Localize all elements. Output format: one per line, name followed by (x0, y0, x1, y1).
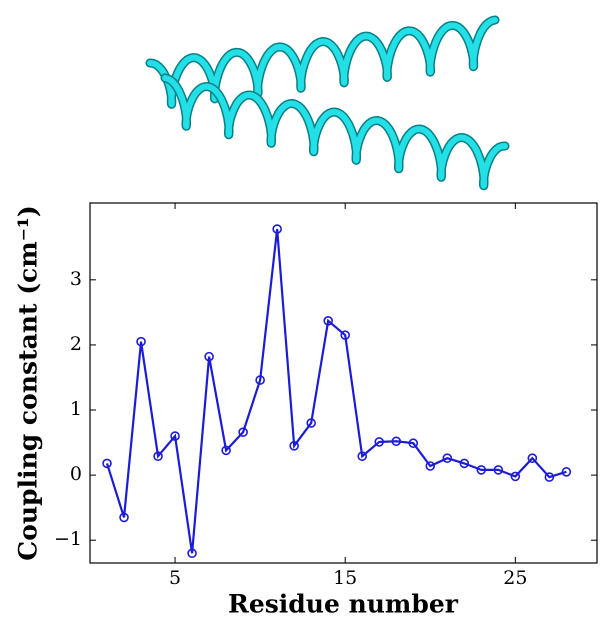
point-marker (323, 316, 333, 326)
y-tick-label: 1 (70, 398, 82, 420)
y-tick-label: 0 (70, 463, 82, 485)
y-tick-label: 3 (70, 268, 82, 290)
point-marker (527, 453, 538, 463)
point-marker (357, 451, 368, 462)
point-marker (510, 471, 521, 482)
point-marker (187, 548, 197, 559)
point-marker (425, 461, 436, 471)
point-marker (221, 445, 231, 456)
point-marker (204, 351, 214, 362)
point-marker (442, 453, 453, 463)
point-marker (391, 436, 402, 447)
y-tick-label: 2 (70, 333, 82, 355)
point-marker (459, 458, 470, 469)
point-marker (170, 431, 180, 441)
point-marker (476, 465, 487, 475)
point-marker (102, 458, 112, 469)
point-marker (153, 451, 163, 462)
point-marker (374, 437, 385, 447)
point-marker (255, 375, 265, 385)
x-tick-label: 5 (169, 567, 181, 589)
x-tick-label: 15 (333, 567, 357, 589)
helix-strand (162, 75, 508, 189)
point-marker (289, 441, 299, 451)
point-marker (119, 512, 129, 523)
series-line (105, 228, 567, 554)
y-tick-label: −1 (54, 528, 82, 550)
point-marker (544, 472, 555, 482)
y-axis-label: Coupling constant (cm⁻¹) (14, 205, 43, 560)
point-marker (340, 330, 351, 340)
point-marker (561, 467, 572, 477)
point-marker (408, 438, 419, 449)
point-marker (306, 418, 316, 428)
point-marker (238, 427, 248, 437)
point-marker (136, 336, 146, 347)
point-marker (493, 465, 504, 475)
x-axis-label: Residue number (228, 590, 459, 619)
point-marker (272, 224, 282, 234)
x-tick-label: 25 (503, 567, 527, 589)
helix-illustration (145, 15, 510, 191)
plot-frame (89, 202, 598, 564)
